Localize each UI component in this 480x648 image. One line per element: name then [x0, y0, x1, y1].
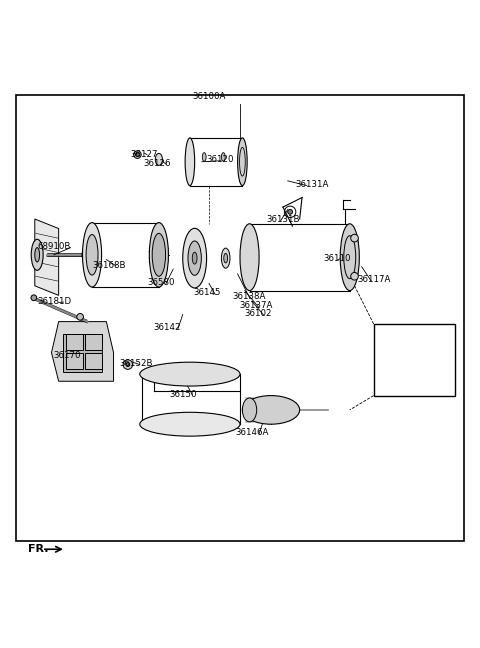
Circle shape	[123, 360, 132, 369]
FancyBboxPatch shape	[16, 95, 464, 541]
Ellipse shape	[238, 138, 247, 185]
Text: 36120: 36120	[206, 155, 234, 164]
Circle shape	[126, 363, 130, 367]
Circle shape	[77, 314, 84, 320]
Text: 36142: 36142	[153, 323, 180, 332]
FancyBboxPatch shape	[66, 334, 83, 351]
Ellipse shape	[192, 252, 197, 264]
Ellipse shape	[140, 412, 240, 436]
Ellipse shape	[156, 154, 162, 165]
Text: 36117A: 36117A	[357, 275, 390, 284]
Ellipse shape	[152, 233, 166, 276]
Circle shape	[31, 295, 36, 301]
Text: 36152B: 36152B	[120, 358, 153, 367]
Circle shape	[288, 209, 292, 214]
Text: 36131B: 36131B	[266, 216, 300, 224]
Polygon shape	[35, 219, 59, 295]
FancyBboxPatch shape	[66, 353, 83, 369]
FancyBboxPatch shape	[85, 353, 102, 369]
Text: 36131A: 36131A	[296, 180, 329, 189]
Ellipse shape	[83, 223, 102, 287]
Text: 36170: 36170	[53, 351, 81, 360]
Ellipse shape	[183, 228, 206, 288]
Ellipse shape	[202, 153, 206, 161]
Circle shape	[351, 272, 359, 280]
Circle shape	[133, 151, 141, 158]
Text: 36110: 36110	[324, 254, 351, 263]
Text: 36102: 36102	[244, 310, 272, 318]
Ellipse shape	[86, 235, 98, 275]
Text: 36138A: 36138A	[233, 292, 266, 301]
Text: 36127: 36127	[130, 150, 158, 159]
Circle shape	[392, 343, 398, 350]
Ellipse shape	[31, 239, 43, 270]
Circle shape	[135, 153, 139, 157]
Text: 36580: 36580	[147, 277, 174, 286]
Ellipse shape	[140, 362, 240, 386]
Text: 36150: 36150	[169, 389, 197, 399]
Text: 36137A: 36137A	[240, 301, 273, 310]
Text: 36126: 36126	[144, 159, 171, 168]
Circle shape	[351, 235, 359, 242]
Ellipse shape	[340, 224, 360, 290]
Ellipse shape	[242, 395, 300, 424]
Text: 36146A: 36146A	[235, 428, 269, 437]
Polygon shape	[51, 321, 114, 381]
FancyBboxPatch shape	[85, 334, 102, 351]
Ellipse shape	[240, 224, 259, 290]
Text: 36168B: 36168B	[92, 260, 126, 270]
Ellipse shape	[188, 241, 201, 275]
Ellipse shape	[224, 253, 228, 263]
Text: FR.: FR.	[28, 544, 48, 554]
Ellipse shape	[242, 398, 257, 422]
Text: 36181D: 36181D	[37, 297, 72, 306]
Ellipse shape	[221, 153, 225, 161]
Ellipse shape	[185, 138, 195, 185]
Ellipse shape	[149, 223, 168, 287]
Text: 36145: 36145	[194, 288, 221, 297]
Text: 36211: 36211	[388, 347, 415, 356]
Ellipse shape	[221, 248, 230, 268]
Text: 36100A: 36100A	[192, 91, 226, 100]
FancyBboxPatch shape	[373, 324, 455, 395]
FancyBboxPatch shape	[63, 334, 102, 372]
Ellipse shape	[35, 248, 39, 262]
Text: 68910B: 68910B	[37, 242, 71, 251]
